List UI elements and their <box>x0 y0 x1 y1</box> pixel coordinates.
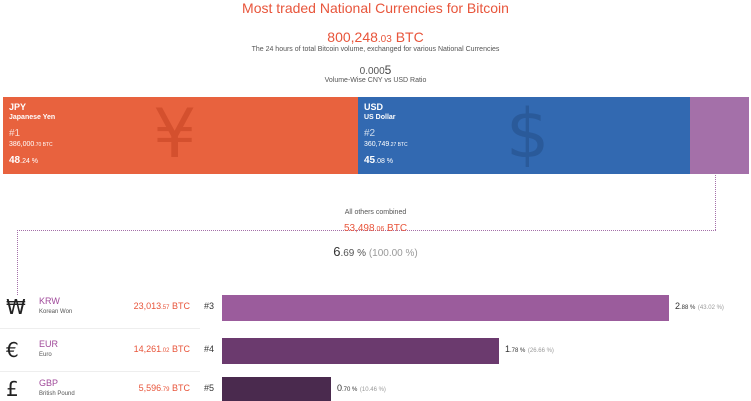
currency-btc-unit: BTC <box>169 383 190 393</box>
total-volume: 800,248.03 BTC <box>0 29 751 45</box>
currency-pct-dec: .88 <box>680 305 689 311</box>
segment-btc-dec: .27 <box>389 142 397 148</box>
row-divider <box>0 328 200 329</box>
currency-btc: 5,596.79 BTC <box>100 383 190 393</box>
currency-pct-unit: % <box>518 348 526 354</box>
currency-rank: #3 <box>204 301 215 311</box>
total-volume-dec: .03 <box>377 34 392 45</box>
dollar-icon: $ <box>506 97 550 174</box>
segment-rank: #1 <box>9 128 21 139</box>
currency-code: EUR <box>39 339 59 349</box>
currency-row-eur[interactable]: € EUR Euro 14,261.02 BTC #4 1.78 % (26.6… <box>0 337 751 365</box>
others-label: All others combined <box>344 209 407 216</box>
segment-code: USD <box>364 102 384 112</box>
chart-title: Most traded National Currencies for Bitc… <box>242 0 509 16</box>
total-volume-unit: BTC <box>391 29 424 45</box>
currency-row-krw[interactable]: ₩ KRW Korean Won 23,013.57 BTC #3 2.88 %… <box>0 294 751 322</box>
currency-bar[interactable] <box>222 377 331 401</box>
segment-btc-unit: BTC <box>41 142 53 148</box>
segment-rank: #2 <box>364 128 376 139</box>
currency-btc-int: 14,261 <box>133 344 162 354</box>
segment-btc-int: 386,000 <box>9 141 35 148</box>
segment-code: JPY <box>9 102 27 112</box>
connector-line-right <box>715 175 716 230</box>
others-pct-int: 6 <box>333 244 341 259</box>
currency-btc-dec: .79 <box>161 387 170 393</box>
currency-share: (43.02 %) <box>697 305 724 311</box>
currency-percent: 1.78 % (26.66 %) <box>505 344 554 354</box>
currency-pct-dec: .78 <box>510 348 519 354</box>
segment-name: US Dollar <box>364 114 396 121</box>
segment-pct-dec: .08 <box>375 158 385 165</box>
currency-btc-dec: .57 <box>161 305 170 311</box>
currency-btc-dec: .02 <box>161 348 170 354</box>
others-pct-dec: .69 <box>340 248 355 259</box>
segment-btc-int: 360,749 <box>364 141 390 148</box>
currency-code: GBP <box>39 378 59 388</box>
segment-pct-int: 48 <box>9 155 21 166</box>
currency-btc: 23,013.57 BTC <box>100 301 190 311</box>
total-volume-description: The 24 hours of total Bitcoin volume, ex… <box>251 46 500 53</box>
others-pct-unit: % <box>354 248 367 259</box>
segment-jpy[interactable]: ¥ JPY Japanese Yen #1 386,000.70 BTC 48.… <box>3 97 358 174</box>
top-share-bar: ¥ JPY Japanese Yen #1 386,000.70 BTC 48.… <box>3 97 749 174</box>
currency-share: (26.66 %) <box>527 348 554 354</box>
currency-btc-int: 23,013 <box>133 301 162 311</box>
currency-bar[interactable] <box>222 295 669 321</box>
segment-btc-dec: .70 <box>34 142 42 148</box>
currency-pct-dec: .70 <box>342 387 351 393</box>
won-icon: ₩ <box>6 295 26 319</box>
row-divider <box>0 371 200 372</box>
currency-row-gbp[interactable]: £ GBP British Pound 5,596.79 BTC #5 0.70… <box>0 376 751 401</box>
segment-btc: 360,749.27 BTC <box>364 141 408 148</box>
currency-btc-unit: BTC <box>169 344 190 354</box>
currency-pct-unit: % <box>688 305 696 311</box>
currency-name: British Pound <box>39 391 75 397</box>
cny-usd-ratio: 0.0005 <box>0 63 751 77</box>
segment-others[interactable] <box>690 97 749 174</box>
currency-btc: 14,261.02 BTC <box>100 344 190 354</box>
currency-rank: #4 <box>204 344 215 354</box>
total-volume-int: 800,248 <box>327 29 378 45</box>
currency-btc-int: 5,596 <box>138 383 162 393</box>
segment-pct-int: 45 <box>364 155 376 166</box>
currency-name: Korean Won <box>39 309 73 315</box>
currency-pct-int: 1 <box>505 344 511 354</box>
euro-icon: € <box>6 338 19 362</box>
currency-bar[interactable] <box>222 338 499 364</box>
others-btc: 53,498.06 BTC <box>0 223 751 234</box>
segment-usd[interactable]: $ USD US Dollar #2 360,749.27 BTC 45.08 … <box>358 97 690 174</box>
currency-code: KRW <box>39 296 60 306</box>
segment-name: Japanese Yen <box>9 114 56 121</box>
pound-icon: £ <box>6 377 19 401</box>
currency-rank: #5 <box>204 383 215 393</box>
currency-pct-unit: % <box>350 387 358 393</box>
currency-name: Euro <box>39 352 52 358</box>
others-share: (100.00 %) <box>368 248 418 259</box>
yen-icon: ¥ <box>153 97 197 174</box>
others-btc-int: 53,498 <box>343 223 375 234</box>
currency-btc-unit: BTC <box>169 301 190 311</box>
ratio-small: 0.000 <box>359 66 385 77</box>
others-btc-unit: BTC <box>384 223 408 234</box>
ratio-big: 5 <box>384 63 392 77</box>
currency-percent: 2.88 % (43.02 %) <box>675 301 724 311</box>
segment-pct-dec: .24 <box>20 158 30 165</box>
connector-line-left <box>17 230 18 295</box>
ratio-description: Volume-Wise CNY vs USD Ratio <box>324 77 427 84</box>
segment-percent: 45.08 % <box>364 155 393 166</box>
segment-pct-unit: % <box>29 158 39 165</box>
currency-pct-int: 0 <box>337 383 343 393</box>
others-percent: 6.69 % (100.00 %) <box>0 244 751 259</box>
currency-pct-int: 2 <box>675 301 681 311</box>
segment-percent: 48.24 % <box>9 155 38 166</box>
segment-pct-unit: % <box>384 158 394 165</box>
currency-share: (10.46 %) <box>359 387 386 393</box>
connector-line-horizontal <box>17 230 716 231</box>
others-btc-dec: .06 <box>374 226 385 233</box>
currency-percent: 0.70 % (10.46 %) <box>337 383 386 393</box>
segment-btc: 386,000.70 BTC <box>9 141 53 148</box>
segment-btc-unit: BTC <box>396 142 408 148</box>
